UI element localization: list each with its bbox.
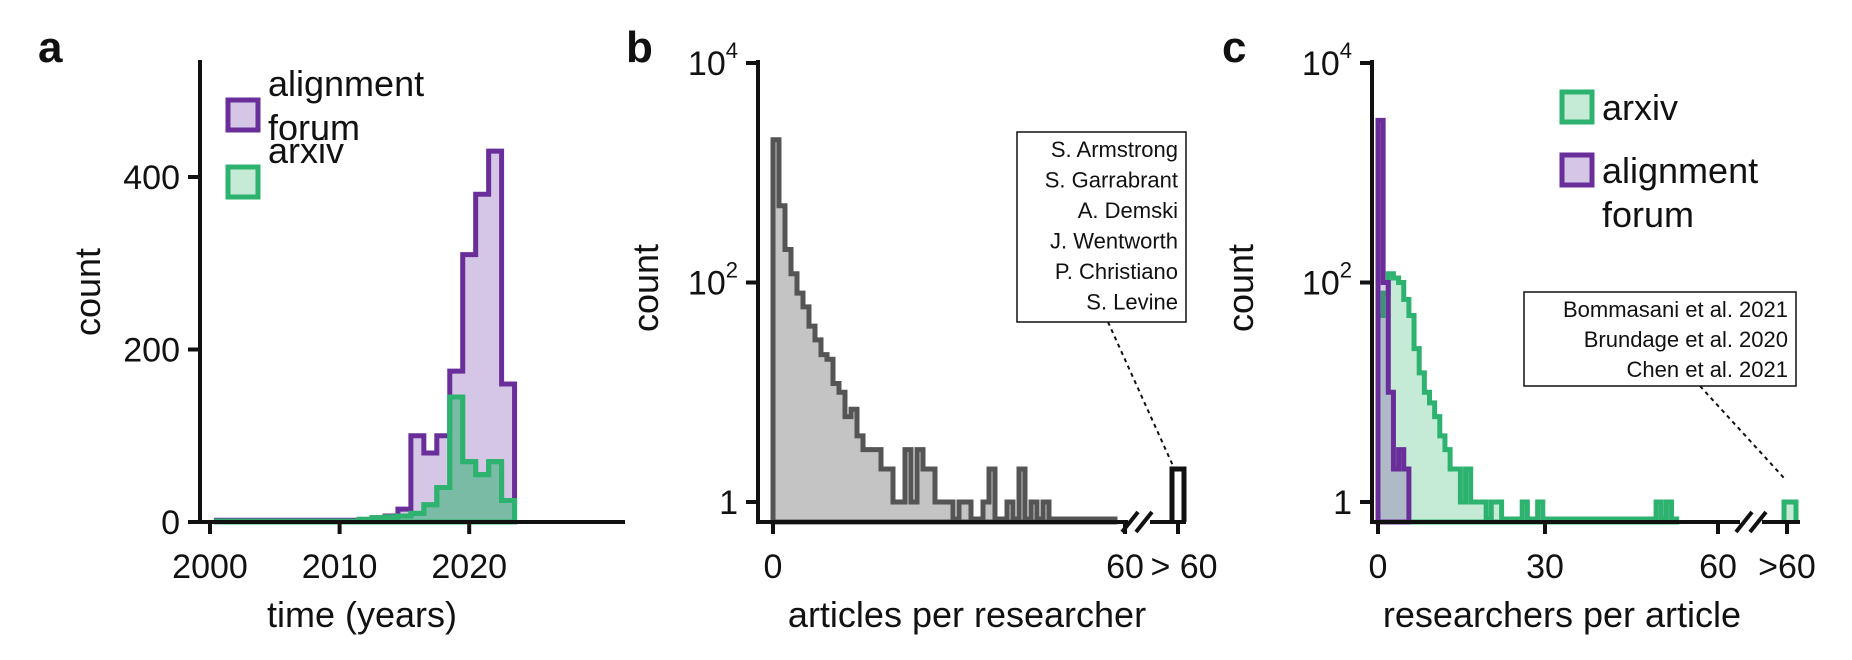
panel-c-legend-swatch	[1559, 152, 1595, 188]
panel-c-x-tick-label: 0	[1369, 548, 1388, 586]
panel-b-overflow-bar	[1169, 466, 1187, 522]
panel-c-y-tick-label-base: 1	[1333, 484, 1352, 522]
panel-c-y-tick-label-exponent: 2	[1340, 258, 1352, 283]
panel-a-y-tick-label: 0	[161, 504, 180, 542]
panel-a-x-tick-label: 2020	[431, 548, 507, 586]
panel-b-axis-break-mark	[1134, 510, 1154, 534]
panel-a-legend-label: arxiv	[268, 130, 344, 171]
panel-b-annotation-name: S. Levine	[1086, 290, 1178, 315]
panel-c-axes	[1370, 60, 1800, 534]
panel-b-y-tick-label-base: 10	[688, 45, 726, 83]
panel-c-overflow-bar	[1781, 499, 1799, 522]
panel-b-x-tick-label: 60	[1106, 548, 1144, 586]
panel-c-axis-break-mark	[1748, 510, 1768, 534]
panel-c-annotation-title: Chen et al. 2021	[1627, 357, 1788, 382]
panel-b-annotation-name: S. Armstrong	[1051, 137, 1178, 162]
panel-c-annotation: Bommasani et al. 2021 Brundage et al. 202…	[1523, 291, 1797, 479]
panel-b-annotation-name: S. Garrabrant	[1045, 168, 1178, 193]
panel-b-y-tick-label-exponent: 2	[726, 258, 738, 283]
panel-b-y-tick-label: 104	[688, 38, 738, 83]
panel-a-y-label: count	[67, 248, 108, 336]
panel-b-y-tick-label: 102	[688, 258, 738, 303]
panel-c-annotation-title: Brundage et al. 2020	[1584, 327, 1788, 352]
panel-c-annotation-leader	[1699, 385, 1785, 479]
panel-a-x-tick-label: 2000	[172, 548, 248, 586]
panel-a: a 2000 2010 2020 0 200 400 count time (years)…	[38, 23, 625, 635]
panel-c-y-tick-label-exponent: 4	[1340, 38, 1352, 63]
panel-a-x-label: time (years)	[267, 594, 457, 635]
panel-a-legend-label: forum	[268, 107, 360, 148]
panel-c-annotation-box	[1523, 291, 1797, 387]
panel-c-y-label: count	[1220, 244, 1261, 332]
panel-c-axis-break-mark	[1734, 510, 1754, 534]
panel-b-annotation: S. Armstrong S. Garrabrant A. Demski J. Wen…	[1016, 131, 1187, 469]
panel-b-annotation-name: P. Christiano	[1055, 259, 1178, 284]
panel-b-histogram-0	[770, 137, 1118, 525]
panel-a-axes	[198, 60, 625, 524]
panel-b-y-tick-label: 1	[719, 484, 738, 522]
panel-b-y-label: count	[625, 244, 666, 332]
panel-c-legend-swatch	[1559, 89, 1595, 125]
panel-b-annotation-leader	[1107, 321, 1175, 469]
panel-a-arxiv-outline	[213, 394, 518, 524]
panel-a-y-tick-label: 200	[123, 332, 180, 370]
panel-b-annotation-name: J. Wentworth	[1050, 229, 1178, 254]
panel-b-y-tick-label-base: 10	[688, 265, 726, 303]
panel-a-x-tick-label: 2010	[302, 548, 378, 586]
panel-a-legend-swatch	[225, 164, 261, 200]
panel-c-annotation-title: Bommasani et al. 2021	[1563, 297, 1788, 322]
panel-c-histograms	[1375, 117, 1799, 525]
panel-c-y-tick-label-base: 10	[1302, 45, 1340, 83]
panel-c-histogram-1	[1375, 117, 1412, 525]
panel-c-y-tick-label-base: 10	[1302, 265, 1340, 303]
panel-c-x-label: researchers per article	[1383, 594, 1741, 635]
panel-c-x-tick-label: >60	[1758, 548, 1816, 586]
panel-b-annotation-name: A. Demski	[1078, 198, 1178, 223]
panel-b-y-tick-label-exponent: 4	[726, 38, 738, 63]
panel-a-legend-label: alignment	[268, 63, 424, 104]
panel-b-x-tick-label: > 60	[1150, 548, 1217, 586]
panel-c-legend-label: forum	[1602, 194, 1694, 235]
panel-c-x-tick-label: 30	[1526, 548, 1564, 586]
panel-c-y-tick-label: 104	[1302, 38, 1352, 83]
panel-b-x-tick-label: 0	[764, 548, 783, 586]
panel-c-x-tick-label: 60	[1699, 548, 1737, 586]
panel-a-letter: a	[38, 23, 63, 72]
panel-b-letter: b	[626, 23, 653, 72]
panel-c-legend-label: arxiv	[1602, 87, 1678, 128]
panel-c-letter: c	[1222, 23, 1246, 72]
panel-a-histograms	[213, 148, 518, 525]
panel-c-y-tick-label: 102	[1302, 258, 1352, 303]
panel-a-y-tick-label: 400	[123, 159, 180, 197]
panel-a-ticks: 2000 2010 2020 0 200 400	[123, 159, 507, 586]
panel-b-annotation-box	[1016, 131, 1187, 323]
panel-b-x-label: articles per researcher	[788, 594, 1146, 635]
panel-c-y-tick-label: 1	[1333, 484, 1352, 522]
panel-c-legend-label: alignment	[1602, 150, 1758, 191]
panel-b-histograms	[770, 137, 1187, 525]
panel-b-y-tick-label-base: 1	[719, 484, 738, 522]
panel-a-legend-swatch	[225, 97, 261, 133]
